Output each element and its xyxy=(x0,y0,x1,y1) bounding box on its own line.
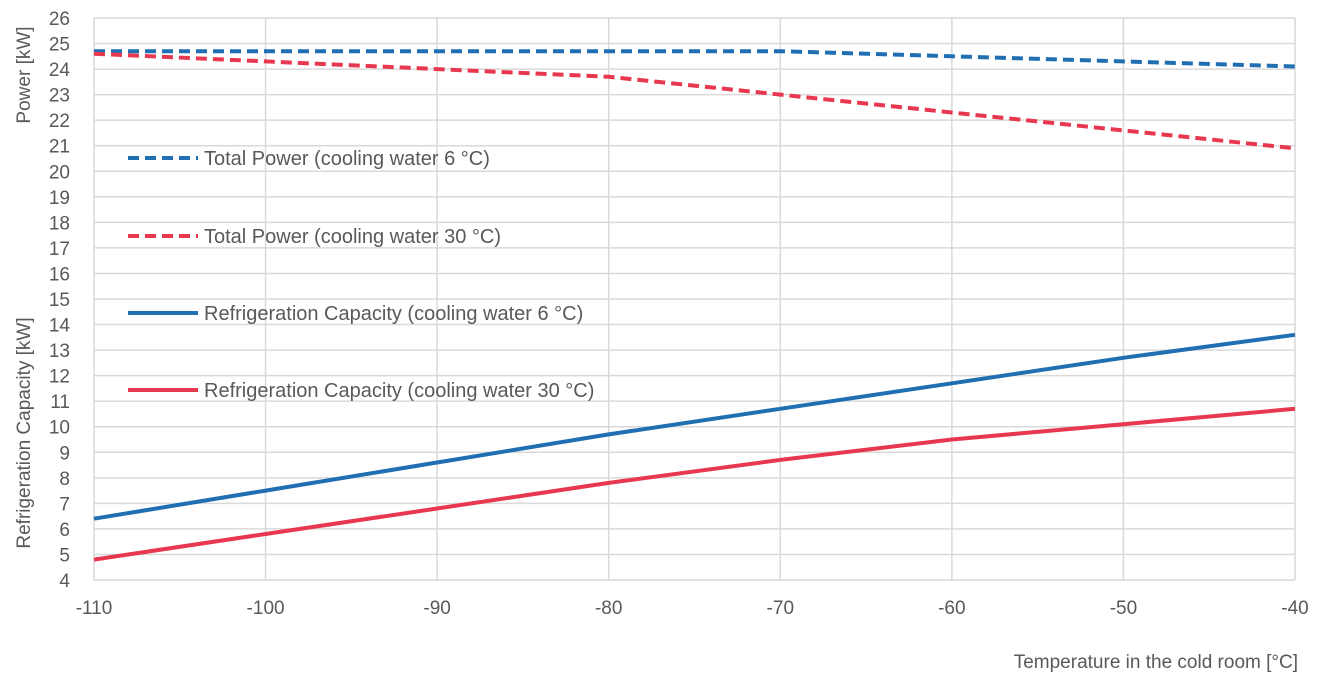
x-tick-label: -110 xyxy=(76,598,113,619)
y-tick-label: 19 xyxy=(49,188,70,209)
y-tick-label: 21 xyxy=(49,137,70,158)
legend-label-1: Total Power (cooling water 6 °C) xyxy=(204,148,490,170)
y-tick-label: 20 xyxy=(49,162,70,183)
y-tick-label: 24 xyxy=(49,60,71,81)
x-tick-label: -60 xyxy=(938,598,965,619)
y-tick-label: 8 xyxy=(59,469,70,490)
y-tick-label: 22 xyxy=(49,111,70,132)
y-tick-label: 15 xyxy=(49,290,70,311)
legend-label-3: Refrigeration Capacity (cooling water 6 … xyxy=(204,303,583,325)
legend-label-2: Total Power (cooling water 30 °C) xyxy=(204,226,501,248)
x-tick-label: -50 xyxy=(1110,598,1137,619)
y-tick-label: 11 xyxy=(50,392,70,413)
y-tick-label: 26 xyxy=(49,9,70,30)
series-lines xyxy=(93,49,1296,562)
series-line-3 xyxy=(93,332,1296,521)
legend: Total Power (cooling water 6 °C) Total Po… xyxy=(128,148,594,402)
y-axis-ticks: 4 5 6 7 8 9 10 11 12 13 14 15 16 17 18 19 20 21 22 23 24 25 26 xyxy=(49,9,71,592)
y-axis-label-refrigeration: Refrigeration Capacity [kW] xyxy=(14,317,35,548)
y-tick-label: 5 xyxy=(59,545,70,566)
y-tick-label: 13 xyxy=(49,341,70,362)
y-tick-label: 4 xyxy=(59,571,70,592)
series-line-1 xyxy=(94,49,1296,69)
y-tick-label: 14 xyxy=(49,316,71,337)
series-line-2 xyxy=(93,51,1296,151)
y-tick-label: 9 xyxy=(59,443,70,464)
x-tick-label: -70 xyxy=(767,598,794,619)
legend-label-4: Refrigeration Capacity (cooling water 30… xyxy=(204,380,594,402)
y-tick-label: 18 xyxy=(49,213,70,234)
y-tick-label: 25 xyxy=(49,35,70,56)
x-axis-label: Temperature in the cold room [°C] xyxy=(1014,652,1298,673)
y-tick-label: 23 xyxy=(49,86,70,107)
x-tick-label: -80 xyxy=(595,598,622,619)
y-tick-label: 12 xyxy=(49,367,70,388)
y-tick-label: 10 xyxy=(49,418,70,439)
y-axis-label-power: Power [kW] xyxy=(14,26,35,123)
y-tick-label: 7 xyxy=(59,494,70,515)
y-tick-label: 16 xyxy=(49,264,70,285)
x-tick-label: -40 xyxy=(1281,598,1308,619)
series-line-4 xyxy=(93,406,1296,562)
grid xyxy=(93,17,1296,581)
y-tick-label: 6 xyxy=(59,520,70,541)
x-tick-label: -100 xyxy=(247,598,285,619)
x-tick-label: -90 xyxy=(423,598,450,619)
x-axis-ticks: -110 -100 -90 -80 -70 -60 -50 -40 xyxy=(76,598,1309,619)
y-tick-label: 17 xyxy=(49,239,70,260)
